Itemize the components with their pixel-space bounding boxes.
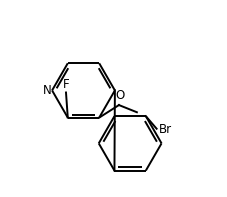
Text: Br: Br	[158, 123, 171, 136]
Text: N: N	[42, 84, 51, 97]
Text: O: O	[115, 89, 124, 102]
Text: F: F	[62, 78, 69, 91]
